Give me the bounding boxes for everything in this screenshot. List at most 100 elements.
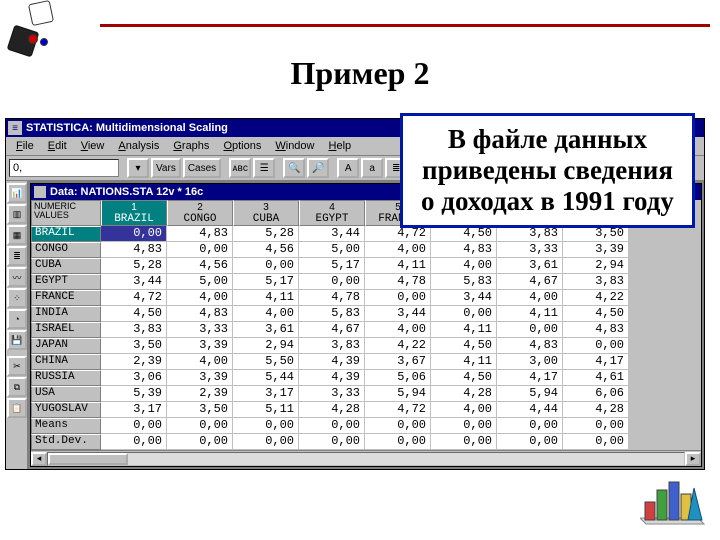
cell[interactable]: 3,39 [167, 370, 233, 386]
table-row[interactable]: Std.Dev.0,000,000,000,000,000,000,000,00 [31, 434, 701, 450]
cell[interactable]: 5,28 [101, 258, 167, 274]
row-header[interactable]: BRAZIL [31, 226, 101, 242]
cell[interactable]: 4,11 [497, 306, 563, 322]
cell[interactable]: 2,94 [563, 258, 629, 274]
cell[interactable]: 4,11 [233, 290, 299, 306]
toolbar-arrow-icon[interactable]: ▾ [127, 158, 149, 178]
cell[interactable]: 0,00 [167, 418, 233, 434]
grid-icon[interactable]: ▦ [7, 225, 27, 245]
cell[interactable]: 3,06 [101, 370, 167, 386]
row-header[interactable]: CUBA [31, 258, 101, 274]
column-header[interactable]: 4EGYPT [299, 200, 365, 226]
cell[interactable]: 5,83 [299, 306, 365, 322]
column-header[interactable]: 3CUBA [233, 200, 299, 226]
cell[interactable]: 4,28 [431, 386, 497, 402]
cell[interactable]: 3,00 [497, 354, 563, 370]
cell[interactable]: 3,33 [497, 242, 563, 258]
cell[interactable]: 0,00 [233, 418, 299, 434]
cell[interactable]: 0,00 [431, 418, 497, 434]
row-header[interactable]: EGYPT [31, 274, 101, 290]
abc-icon[interactable]: ᴀʙᴄ [229, 158, 251, 178]
cell[interactable]: 0,00 [497, 434, 563, 450]
cell[interactable]: 0,00 [101, 226, 167, 242]
cell[interactable]: 5,28 [233, 226, 299, 242]
cell[interactable]: 0,00 [497, 322, 563, 338]
cell[interactable]: 0,00 [431, 306, 497, 322]
sheet-horizontal-scrollbar[interactable]: ◂ ▸ [31, 450, 701, 466]
table-row[interactable]: ISRAEL3,833,333,614,674,004,110,004,83 [31, 322, 701, 338]
table-row[interactable]: INDIA4,504,834,005,833,440,004,114,50 [31, 306, 701, 322]
table-row[interactable]: FRANCE4,724,004,114,780,003,444,004,22 [31, 290, 701, 306]
row-header[interactable]: CONGO [31, 242, 101, 258]
table-row[interactable]: Means0,000,000,000,000,000,000,000,00 [31, 418, 701, 434]
menu-view[interactable]: View [75, 139, 111, 153]
cell[interactable]: 0,00 [365, 434, 431, 450]
cell[interactable]: 2,39 [101, 354, 167, 370]
scroll-track[interactable] [47, 452, 685, 466]
chart-icon[interactable]: 📊 [7, 183, 27, 203]
cell[interactable]: 3,39 [167, 338, 233, 354]
font-larger-icon[interactable]: A [337, 158, 359, 178]
copy-icon[interactable]: ⧉ [7, 377, 27, 397]
cell[interactable]: 0,00 [101, 418, 167, 434]
row-header[interactable]: ISRAEL [31, 322, 101, 338]
scroll-left-icon[interactable]: ◂ [31, 452, 47, 466]
scroll-thumb[interactable] [48, 453, 128, 465]
zoom-in-icon[interactable]: 🔍 [283, 158, 305, 178]
zoom-out-icon[interactable]: 🔎 [307, 158, 329, 178]
cell[interactable]: 0,00 [167, 434, 233, 450]
row-header[interactable]: JAPAN [31, 338, 101, 354]
table-row[interactable]: JAPAN3,503,392,943,834,224,504,830,00 [31, 338, 701, 354]
stack-icon[interactable]: ≣ [7, 246, 27, 266]
cell[interactable]: 4,83 [563, 322, 629, 338]
cell[interactable]: 4,67 [299, 322, 365, 338]
cell[interactable]: 5,00 [299, 242, 365, 258]
cell[interactable]: 3,17 [101, 402, 167, 418]
cell[interactable]: 4,00 [431, 402, 497, 418]
cell[interactable]: 3,44 [431, 290, 497, 306]
app-sysmenu-icon[interactable]: ≡ [8, 121, 22, 135]
menu-window[interactable]: Window [269, 139, 320, 153]
cell[interactable]: 4,67 [497, 274, 563, 290]
row-header[interactable]: INDIA [31, 306, 101, 322]
cell[interactable]: 0,00 [497, 418, 563, 434]
cell[interactable]: 4,56 [233, 242, 299, 258]
cell[interactable]: 4,22 [365, 338, 431, 354]
save-icon[interactable]: 💾 [7, 330, 27, 350]
cell[interactable]: 0,00 [101, 434, 167, 450]
cell[interactable]: 3,33 [299, 386, 365, 402]
font-smaller-icon[interactable]: a [361, 158, 383, 178]
cell[interactable]: 0,00 [563, 418, 629, 434]
row-header[interactable]: RUSSIA [31, 370, 101, 386]
cell[interactable]: 5,06 [365, 370, 431, 386]
cell[interactable]: 4,44 [497, 402, 563, 418]
cell[interactable]: 0,00 [233, 258, 299, 274]
cell[interactable]: 4,83 [167, 306, 233, 322]
row-header[interactable]: FRANCE [31, 290, 101, 306]
cell[interactable]: 3,33 [167, 322, 233, 338]
cell[interactable]: 4,83 [497, 338, 563, 354]
cell[interactable]: 3,50 [167, 402, 233, 418]
cell[interactable]: 4,78 [299, 290, 365, 306]
cell[interactable]: 5,00 [167, 274, 233, 290]
menu-graphs[interactable]: Graphs [167, 139, 215, 153]
cell[interactable]: 4,78 [365, 274, 431, 290]
cases-button[interactable]: Cases [183, 158, 221, 178]
cell[interactable]: 5,94 [365, 386, 431, 402]
cell[interactable]: 3,39 [563, 242, 629, 258]
cell[interactable]: 2,94 [233, 338, 299, 354]
cell[interactable]: 5,50 [233, 354, 299, 370]
row-header[interactable]: CHINA [31, 354, 101, 370]
table-row[interactable]: YUGOSLAV3,173,505,114,284,724,004,444,28 [31, 402, 701, 418]
pie-icon[interactable]: ◔ [7, 309, 27, 329]
cell[interactable]: 3,61 [497, 258, 563, 274]
cell[interactable]: 3,83 [299, 338, 365, 354]
menu-help[interactable]: Help [323, 139, 358, 153]
cell[interactable]: 4,00 [365, 242, 431, 258]
cell[interactable]: 4,56 [167, 258, 233, 274]
cell[interactable]: 5,44 [233, 370, 299, 386]
cell[interactable]: 4,50 [563, 306, 629, 322]
cell[interactable]: 6,06 [563, 386, 629, 402]
row-header[interactable]: Std.Dev. [31, 434, 101, 450]
cell[interactable]: 4,17 [563, 354, 629, 370]
